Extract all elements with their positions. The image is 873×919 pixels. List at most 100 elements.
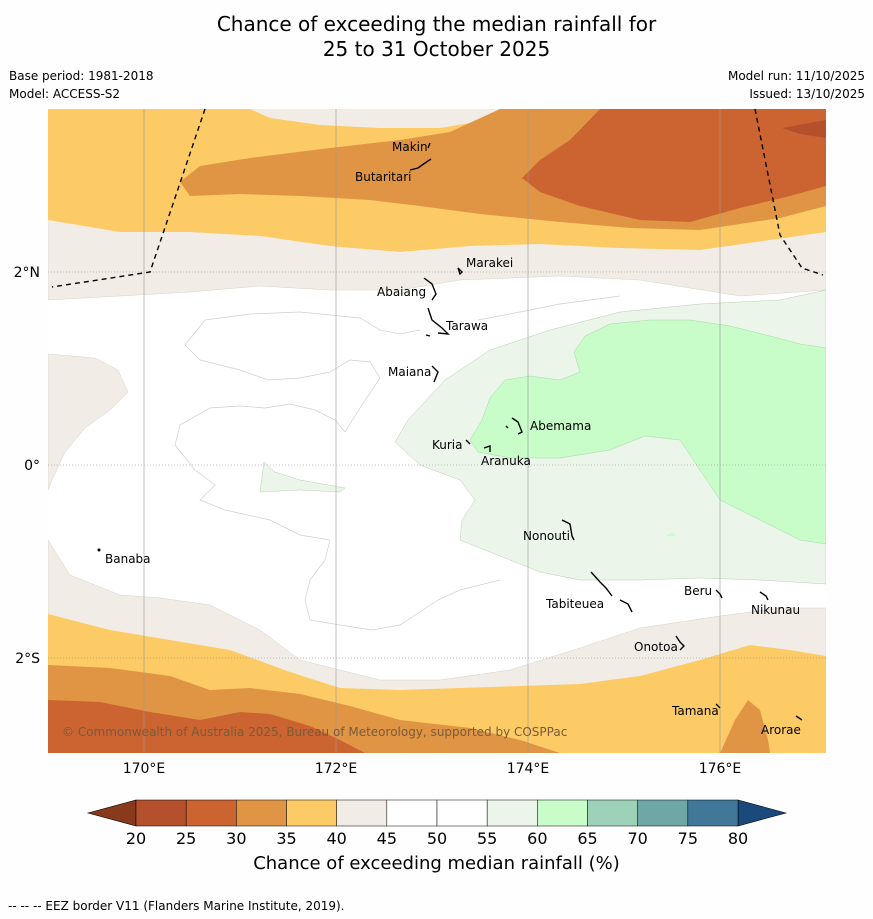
eez-borders xyxy=(51,108,824,288)
colorbar-tick-75: 75 xyxy=(678,829,698,848)
colorbar-cell-75-80 xyxy=(687,799,739,827)
title-line-2: 25 to 31 October 2025 xyxy=(322,37,551,61)
eez-footnote: -- -- -- EEZ border V11 (Flanders Marine… xyxy=(8,899,345,913)
island-abaiang xyxy=(423,277,437,301)
colorbar: 20 25 30 35 40 45 50 55 60 65 70 75 80 xyxy=(86,799,788,848)
colorbar-tick-80: 80 xyxy=(728,829,748,848)
colorbar-tick-40: 40 xyxy=(326,829,346,848)
island-arorae xyxy=(795,715,803,721)
map-lat-lines xyxy=(48,271,826,659)
colorbar-tick-45: 45 xyxy=(377,829,397,848)
island-kuria xyxy=(465,439,471,445)
label-banaba: Banaba xyxy=(105,552,151,566)
colorbar-cell-50-55 xyxy=(436,799,488,827)
label-nikunau: Nikunau xyxy=(751,603,800,617)
island-nonouti xyxy=(561,519,575,541)
colorbar-tick-50: 50 xyxy=(427,829,447,848)
label-beru: Beru xyxy=(684,584,712,598)
contour-south-30-35-east xyxy=(720,700,770,753)
colorbar-tick-60: 60 xyxy=(527,829,547,848)
island-abemama xyxy=(505,417,523,435)
colorbar-tick-25: 25 xyxy=(176,829,196,848)
colorbar-low-extend xyxy=(86,799,137,827)
label-onotoa: Onotoa xyxy=(634,640,678,654)
lat-label-0: 0° xyxy=(24,458,40,474)
label-arorae: Arorae xyxy=(761,723,801,737)
model-name: Model: ACCESS-S2 xyxy=(9,87,121,101)
island-butaritari xyxy=(409,158,432,171)
colorbar-title: Chance of exceeding median rainfall (%) xyxy=(253,853,620,874)
colorbar-cell-60-65 xyxy=(537,799,588,827)
island-labels: Makin Butaritari Marakei Abaiang Tarawa … xyxy=(105,140,801,737)
label-maiana: Maiana xyxy=(388,365,431,379)
colorbar-tick-55: 55 xyxy=(477,829,497,848)
contour-north-top-beige xyxy=(250,109,520,128)
colorbar-cell-65-70 xyxy=(587,799,638,827)
island-aranuka xyxy=(483,445,491,452)
colorbar-tick-30: 30 xyxy=(226,829,246,848)
island-tamana xyxy=(715,703,721,709)
colorbar-cell-70-75 xyxy=(637,799,689,827)
label-abaiang: Abaiang xyxy=(377,285,426,299)
colorbar-cell-45-50 xyxy=(386,799,438,827)
island-beru xyxy=(715,589,723,599)
colorbar-cell-35-40 xyxy=(286,799,337,827)
label-marakei: Marakei xyxy=(466,256,513,270)
label-abemama: Abemama xyxy=(530,419,591,433)
lon-label-174: 174°E xyxy=(507,761,550,777)
lon-label-172: 172°E xyxy=(315,761,358,777)
label-butaritari: Butaritari xyxy=(355,170,412,184)
lon-label-176: 176°E xyxy=(699,761,742,777)
island-onotoa xyxy=(675,635,685,651)
issued-date: Issued: 13/10/2025 xyxy=(749,87,865,101)
base-period: Base period: 1981-2018 xyxy=(9,69,154,83)
island-maiana xyxy=(431,365,439,383)
colorbar-cell-25-30 xyxy=(185,799,237,827)
map-plot-area xyxy=(48,109,826,753)
island-makin xyxy=(427,142,431,149)
contour-west-beige xyxy=(48,353,129,491)
island-marakei xyxy=(457,267,463,276)
contour-north-25-30 xyxy=(522,109,826,222)
axis-labels: 170°E 172°E 174°E 176°E 2°N 0° 2°S xyxy=(14,265,742,777)
label-tamana: Tamana xyxy=(671,704,719,718)
colorbar-cell-30-35 xyxy=(236,799,287,827)
colorbar-cell-40-45 xyxy=(336,799,388,827)
label-aranuka: Aranuka xyxy=(481,454,531,468)
colorbar-tick-35: 35 xyxy=(276,829,296,848)
title-line-1: Chance of exceeding the median rainfall … xyxy=(216,12,657,36)
eez-border-east xyxy=(754,108,824,276)
contour-small-60-65 xyxy=(666,532,676,536)
island-tarawa xyxy=(425,307,450,337)
label-nonouti: Nonouti xyxy=(523,529,570,543)
colorbar-cell-55-60 xyxy=(486,799,538,827)
lat-label-2s: 2°S xyxy=(15,651,40,667)
meta-right: Model run: 11/10/2025 Issued: 13/10/2025 xyxy=(728,67,865,103)
map-gridlines xyxy=(143,109,721,753)
contour-central-55-60 xyxy=(259,461,346,493)
label-tarawa: Tarawa xyxy=(445,319,488,333)
islands xyxy=(97,142,803,721)
model-run: Model run: 11/10/2025 xyxy=(727,69,865,83)
colorbar-tick-70: 70 xyxy=(627,829,647,848)
colorbar-tick-20: 20 xyxy=(126,829,146,848)
island-banaba xyxy=(97,548,101,552)
label-kuria: Kuria xyxy=(432,438,463,452)
chart-title: Chance of exceeding the median rainfall … xyxy=(0,12,873,62)
eez-border-west xyxy=(51,108,206,288)
lat-label-2n: 2°N xyxy=(14,265,40,281)
island-tabiteuea xyxy=(590,571,633,613)
contour-south-25-30 xyxy=(48,700,365,753)
contour-line-inner xyxy=(174,295,621,631)
contour-east-60-65 xyxy=(469,319,826,545)
contour-north-20-25 xyxy=(782,120,826,138)
label-tabiteuea: Tabiteuea xyxy=(545,597,604,611)
meta-left: Base period: 1981-2018 Model: ACCESS-S2 xyxy=(9,67,154,103)
island-nikunau xyxy=(759,591,769,601)
colorbar-high-extend xyxy=(737,799,788,827)
label-makin: Makin xyxy=(392,140,428,154)
colorbar-cell-20-25 xyxy=(135,799,187,827)
lon-label-170: 170°E xyxy=(123,761,166,777)
copyright-text: © Commonwealth of Australia 2025, Bureau… xyxy=(62,725,567,739)
